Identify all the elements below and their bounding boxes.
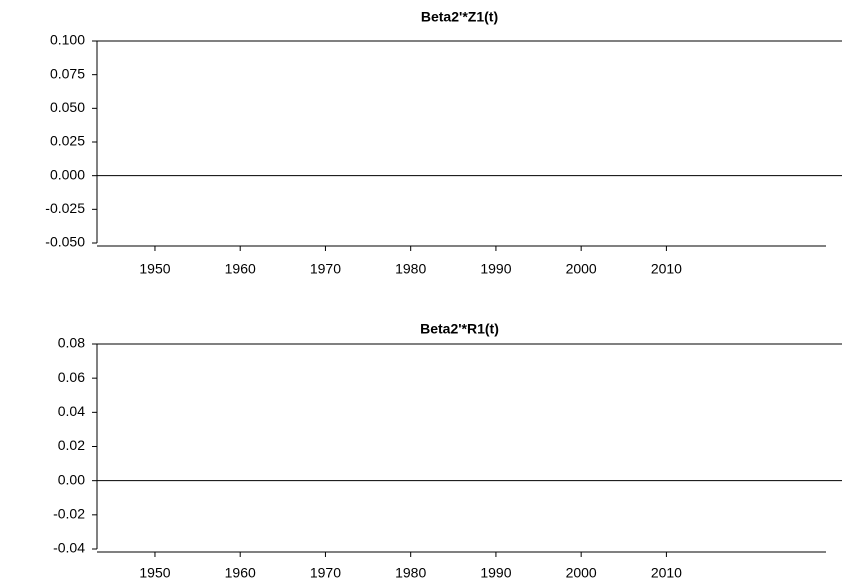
x-tick-label: 2000 (566, 261, 597, 277)
chart-title: Beta2'*R1(t) (420, 321, 499, 337)
y-tick-label: 0.04 (58, 403, 85, 419)
x-tick-label: 2010 (651, 261, 682, 277)
x-tick-label: 1980 (395, 565, 426, 581)
y-tick-label: 0.075 (50, 65, 85, 81)
x-tick-label: 1950 (139, 261, 170, 277)
x-tick-label: 1950 (139, 565, 170, 581)
y-tick-label: 0.100 (50, 32, 85, 48)
x-tick-label: 1960 (225, 261, 256, 277)
x-tick-label: 1960 (225, 565, 256, 581)
chart-title: Beta2'*Z1(t) (421, 9, 498, 25)
y-tick-label: 0.00 (58, 471, 85, 487)
x-tick-label: 1990 (480, 261, 511, 277)
y-tick-label: -0.02 (53, 506, 85, 522)
x-tick-label: 1970 (310, 261, 341, 277)
x-tick-label: 2010 (651, 565, 682, 581)
y-tick-label: -0.025 (45, 200, 85, 216)
x-tick-label: 1970 (310, 565, 341, 581)
x-tick-label: 1980 (395, 261, 426, 277)
y-tick-label: -0.04 (53, 540, 85, 556)
y-tick-label: 0.025 (50, 133, 85, 149)
y-tick-label: 0.02 (58, 437, 85, 453)
y-tick-label: 0.000 (50, 166, 85, 182)
y-tick-label: 0.08 (58, 335, 85, 351)
y-tick-label: -0.050 (45, 234, 85, 250)
x-tick-label: 1990 (480, 565, 511, 581)
y-tick-label: 0.06 (58, 369, 85, 385)
y-tick-label: 0.050 (50, 99, 85, 115)
x-tick-label: 2000 (566, 565, 597, 581)
